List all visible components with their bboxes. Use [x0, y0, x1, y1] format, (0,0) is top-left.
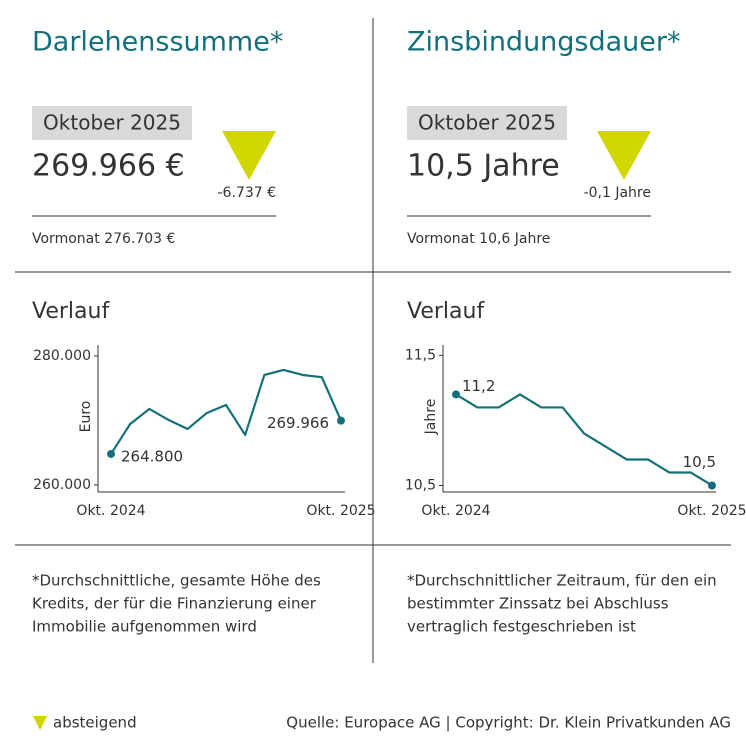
y-tick-label: 11,5 [405, 347, 436, 363]
end-point [107, 449, 115, 458]
footnote: bestimmter Zinssatz bei Abschluss [407, 595, 669, 613]
end-point [708, 481, 716, 490]
value-label: 10,5 [683, 453, 716, 471]
value-label: 11,2 [462, 377, 495, 395]
down-marker [222, 131, 276, 180]
footnote: *Durchschnittliche, gesamte Höhe des [32, 572, 321, 590]
y-tick-label: 10,5 [405, 477, 436, 493]
footnote: Kredits, der für die Finanzierung einer [32, 595, 317, 613]
y-axis-title: Euro [78, 401, 94, 433]
current-value: 10,5 Jahre [407, 149, 560, 184]
change: -6.737 € [218, 185, 277, 201]
previous: Vormonat 10,6 Jahre [407, 231, 550, 247]
footnote: *Durchschnittlicher Zeitraum, für den ei… [407, 572, 717, 590]
footnote: Immobilie aufgenommen wird [32, 618, 257, 636]
month: Oktober 2025 [43, 111, 181, 135]
x-tick-label: Okt. 2024 [76, 503, 145, 519]
end-point [337, 416, 345, 425]
x-tick-label: Okt. 2025 [677, 503, 746, 519]
value-label: 269.966 [267, 414, 329, 432]
end-point [452, 390, 460, 399]
line-series [110, 368, 343, 455]
y-tick-label: 260.000 [33, 477, 91, 493]
panel-title: Zinsbindungsdauer* [407, 27, 681, 58]
month: Oktober 2025 [418, 111, 556, 135]
down-marker [597, 131, 651, 180]
y-axis-title: Jahre [423, 399, 439, 436]
previous: Vormonat 276.703 € [32, 231, 175, 247]
legend-label: absteigend [53, 714, 137, 732]
chart-title: Verlauf [407, 299, 485, 324]
legend-marker [33, 716, 47, 730]
month-badge [407, 106, 567, 140]
month-badge [32, 106, 192, 140]
x-tick-label: Okt. 2024 [421, 503, 490, 519]
source: Quelle: Europace AG | Copyright: Dr. Kle… [286, 714, 731, 732]
footnote: vertraglich festgeschrieben ist [407, 618, 636, 636]
current-value: 269.966 € [32, 149, 185, 184]
change: -0,1 Jahre [584, 185, 651, 201]
chart-title: Verlauf [32, 299, 110, 324]
x-tick-label: Okt. 2025 [306, 503, 375, 519]
value-label: 264.800 [121, 447, 183, 465]
y-tick-label: 280.000 [33, 348, 91, 364]
line-series [455, 393, 713, 487]
panel-title: Darlehenssumme* [32, 27, 283, 58]
